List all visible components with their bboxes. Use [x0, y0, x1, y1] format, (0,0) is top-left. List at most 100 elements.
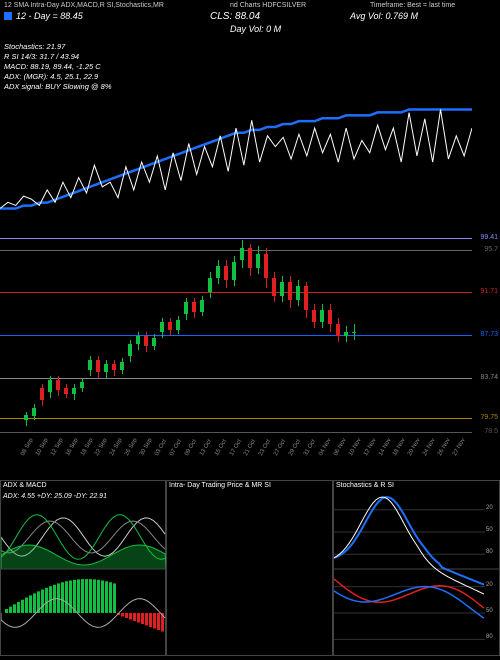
price-level-line	[0, 418, 472, 419]
candle	[56, 376, 60, 396]
date-tick: 26 Sep	[124, 438, 139, 457]
candle	[200, 296, 204, 316]
stoch-ytick: 50	[486, 608, 493, 614]
date-tick: 20 Nov	[407, 438, 422, 457]
candle	[160, 318, 164, 338]
candle	[264, 248, 268, 288]
candle	[32, 404, 36, 420]
candle	[96, 356, 100, 378]
date-tick: 12 Sep	[50, 438, 65, 457]
price-level-line	[0, 250, 472, 251]
candle	[192, 298, 196, 318]
date-tick: 08 Sep	[20, 438, 35, 457]
candle	[352, 324, 356, 340]
candle	[128, 340, 132, 362]
date-tick: 24 Sep	[109, 438, 124, 457]
stat-stoch: Stochastics: 21.97	[4, 42, 65, 51]
candle	[48, 376, 52, 398]
intraday-panel: Intra- Day Trading Price & MR SI	[166, 480, 333, 656]
dayvol-label: Day Vol: 0 M	[230, 24, 281, 34]
candle	[296, 280, 300, 306]
candle	[144, 332, 148, 352]
candle	[240, 240, 244, 268]
date-tick: 06 Nov	[333, 438, 348, 457]
candle	[88, 356, 92, 376]
date-tick: 13 Oct	[199, 439, 213, 457]
candle	[24, 412, 28, 426]
candle	[40, 384, 44, 406]
date-tick: 27 Nov	[452, 438, 467, 457]
price-level-line	[0, 378, 472, 379]
candle	[272, 272, 276, 302]
date-tick: 30 Sep	[139, 438, 154, 457]
date-tick: 29 Oct	[288, 439, 302, 457]
date-tick: 10 Sep	[35, 438, 50, 457]
stat-adx: ADX: (MGR): 4.5, 25.1, 22.9	[4, 72, 98, 81]
candle	[328, 304, 332, 332]
date-tick: 04 Nov	[318, 438, 333, 457]
date-tick: 31 Oct	[303, 439, 317, 457]
date-tick: 17 Oct	[229, 439, 243, 457]
date-tick: 18 Nov	[392, 438, 407, 457]
header-misc-left: 12 SMA Intra-Day ADX,MACD,R SI,Stochasti…	[4, 2, 164, 9]
stochastics-panel: Stochastics & R SI	[333, 480, 500, 656]
intra-title: Intra- Day Trading Price & MR SI	[169, 482, 271, 489]
price-level-line	[0, 335, 472, 336]
price-level-label: 79.75	[480, 414, 498, 421]
date-tick: 26 Nov	[437, 438, 452, 457]
date-tick: 12 Nov	[363, 438, 378, 457]
date-tick: 27 Oct	[273, 439, 287, 457]
candle	[112, 360, 116, 376]
sma-swatch	[4, 12, 12, 20]
candle	[136, 332, 140, 350]
stoch-ytick: 20	[486, 505, 493, 511]
candle	[288, 276, 292, 308]
candle	[256, 246, 260, 274]
stoch-ytick: 80	[486, 634, 493, 640]
candle	[344, 326, 348, 342]
stat-adxsig: ADX signal: BUY Slowing @ 8%	[4, 82, 112, 91]
sma-label: 12 - Day = 88.45	[16, 11, 83, 21]
stoch-ytick: 20	[486, 582, 493, 588]
date-tick: 10 Nov	[348, 438, 363, 457]
candle	[280, 276, 284, 302]
price-level-line	[0, 238, 472, 239]
date-tick: 16 Sep	[65, 438, 80, 457]
candle	[104, 360, 108, 378]
date-tick: 15 Oct	[214, 439, 228, 457]
cls-label: CLS: 88.04	[210, 11, 260, 22]
candle	[304, 282, 308, 318]
price-level-label: 95.7	[484, 246, 498, 253]
candle	[248, 244, 252, 276]
header-misc-mid: nd Charts HDFCSILVER	[230, 2, 306, 9]
date-tick: 23 Oct	[258, 439, 272, 457]
candle	[224, 260, 228, 288]
date-tick: 21 Oct	[243, 439, 257, 457]
date-tick: 14 Nov	[378, 438, 393, 457]
price-level-label: 99.41	[480, 234, 498, 241]
price-level-line	[0, 432, 472, 433]
date-tick: 22 Sep	[94, 438, 109, 457]
stoch-ytick: 80	[486, 549, 493, 555]
stat-rsi: R SI 14/3: 31.7 / 43.94	[4, 52, 79, 61]
date-tick: 18 Sep	[80, 438, 95, 457]
candle	[336, 318, 340, 342]
price-level-label: 83.74	[480, 374, 498, 381]
upper-line-chart	[0, 104, 472, 214]
date-tick: 07 Oct	[169, 439, 183, 457]
candle	[176, 316, 180, 334]
price-level-label: 78.5	[484, 428, 498, 435]
candle	[184, 298, 188, 320]
candle	[120, 358, 124, 374]
candle	[216, 260, 220, 284]
candle	[208, 272, 212, 298]
adx-macd-panel: ADX & MACD ADX: 4.55 +DY: 25.09 -DY: 22.…	[0, 480, 166, 656]
candle	[64, 384, 68, 398]
header-misc-right: Timeframe: Best = last time	[370, 2, 455, 9]
candle	[80, 378, 84, 392]
candle	[320, 304, 324, 328]
date-tick: 03 Oct	[154, 439, 168, 457]
stat-macd: MACD: 88.19, 89.44, -1.25 C	[4, 62, 101, 71]
candle	[152, 334, 156, 350]
candle	[72, 384, 76, 400]
